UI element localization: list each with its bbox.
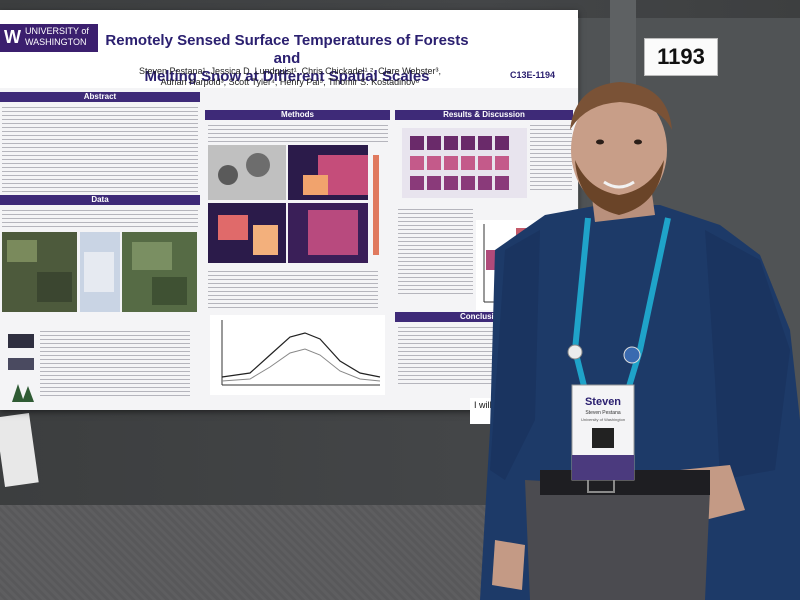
lanyard-pin-blue bbox=[623, 346, 641, 364]
dark-pants bbox=[525, 480, 710, 600]
right-arm bbox=[705, 230, 790, 480]
left-hand bbox=[492, 540, 525, 590]
abstract-text bbox=[2, 104, 198, 192]
badge-qr-code bbox=[592, 428, 614, 448]
study-site-maps bbox=[2, 232, 197, 312]
left-arm bbox=[490, 230, 540, 480]
poster-title: Remotely Sensed Surface Temperatures of … bbox=[102, 32, 472, 86]
smile bbox=[603, 180, 635, 189]
methods-text bbox=[208, 122, 388, 144]
poster-title-line1: Remotely Sensed Surface Temperatures of … bbox=[105, 32, 469, 67]
booth-number-sign: 1193 bbox=[644, 38, 718, 76]
figure-note-text bbox=[530, 122, 572, 192]
results-text bbox=[398, 206, 473, 296]
measurements-text bbox=[40, 328, 190, 398]
figure-caption-text bbox=[208, 268, 378, 308]
beard bbox=[575, 160, 664, 215]
university-logo: W UNIVERSITY of WASHINGTON bbox=[0, 24, 98, 52]
authors-line1: Steven Pestana¹, Jessica D. Lundquist¹, … bbox=[139, 66, 441, 76]
session-code: C13E-1194 bbox=[510, 70, 556, 80]
badge-affiliation: University of Washington bbox=[580, 417, 626, 422]
research-poster: W UNIVERSITY of WASHINGTON Remotely Sens… bbox=[0, 10, 578, 410]
badge-footer bbox=[572, 455, 634, 480]
badge-full-name: Steven Pestana bbox=[585, 410, 621, 416]
abstract-header: Abstract bbox=[0, 92, 200, 102]
authors-line2: Adrian Harpold³, Scott Tyler⁴, Henry Pai… bbox=[160, 77, 420, 87]
results-figure-grid bbox=[402, 128, 527, 198]
poster-authors: Steven Pestana¹, Jessica D. Lundquist¹, … bbox=[110, 66, 470, 88]
university-line1: UNIVERSITY of bbox=[25, 26, 89, 36]
uw-w-mark: W bbox=[4, 27, 21, 47]
hair bbox=[570, 82, 672, 130]
data-header: Data bbox=[0, 195, 200, 205]
university-line2: WASHINGTON bbox=[25, 37, 87, 47]
left-eye bbox=[596, 139, 604, 145]
data-text bbox=[2, 207, 198, 229]
methods-header: Methods bbox=[205, 110, 390, 120]
thermal-image-panel bbox=[208, 145, 379, 263]
right-eye bbox=[634, 139, 642, 145]
badge-name: Steven bbox=[584, 396, 622, 408]
results-header: Results & Discussion bbox=[395, 110, 573, 120]
poster-title-line2: Melting Snow at Different Spatial Scales bbox=[144, 68, 430, 85]
conclusions-header: Conclusions bbox=[395, 312, 573, 322]
lanyard-pin bbox=[567, 344, 583, 360]
lanyard-right bbox=[625, 217, 671, 391]
instrument-icons bbox=[8, 334, 34, 402]
face bbox=[571, 90, 667, 210]
time-series-figure bbox=[210, 315, 385, 395]
